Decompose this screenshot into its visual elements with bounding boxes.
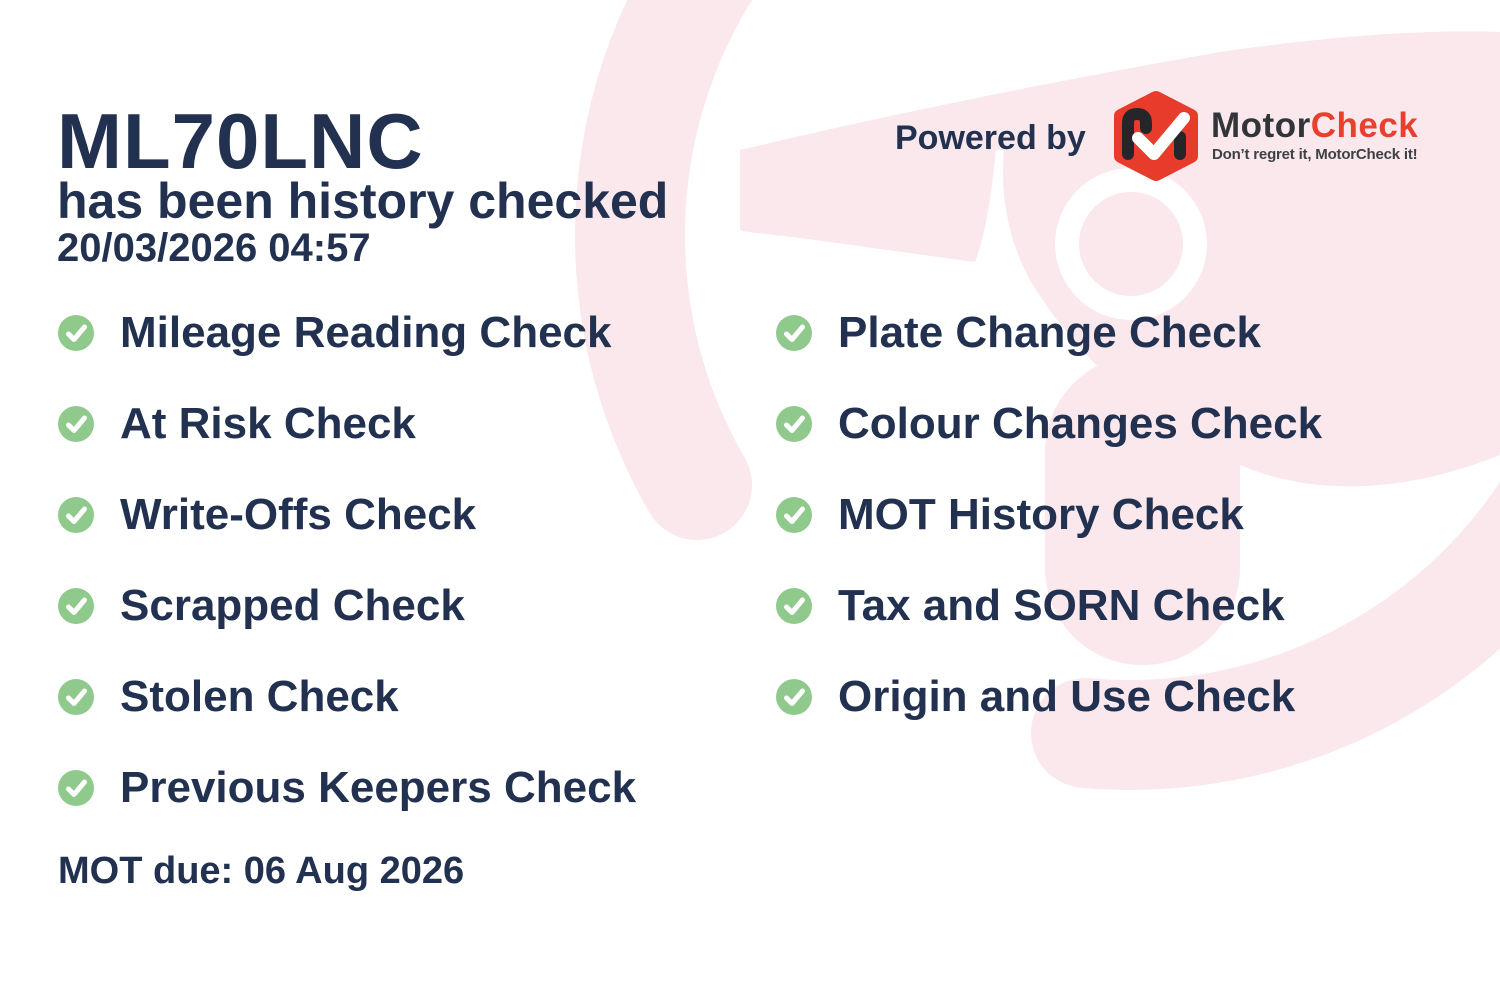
- check-item: Colour Changes Check: [776, 402, 1322, 446]
- check-circle-icon: [776, 406, 812, 442]
- check-item-label: Previous Keepers Check: [120, 763, 637, 812]
- check-circle-icon: [58, 497, 94, 533]
- check-item-label: Mileage Reading Check: [120, 308, 612, 357]
- check-item-label: Write-Offs Check: [120, 490, 477, 539]
- check-item-label: Scrapped Check: [120, 581, 465, 630]
- check-item-label: MOT History Check: [838, 490, 1244, 539]
- powered-by-label: Powered by: [895, 119, 1086, 157]
- mot-due-date: MOT due: 06 Aug 2026: [58, 850, 465, 892]
- vehicle-registration: ML70LNC: [57, 97, 424, 185]
- check-circle-icon: [58, 588, 94, 624]
- checklist-right-column: Plate Change Check Colour Changes Check MO…: [776, 311, 1322, 719]
- check-item-label: Plate Change Check: [838, 308, 1262, 357]
- motorcheck-logo-icon: [1114, 91, 1198, 181]
- check-circle-icon: [776, 588, 812, 624]
- check-item: At Risk Check: [58, 402, 636, 446]
- check-item: MOT History Check: [776, 493, 1322, 537]
- check-item: Tax and SORN Check: [776, 584, 1322, 628]
- check-circle-icon: [58, 406, 94, 442]
- check-item: Origin and Use Check: [776, 675, 1322, 719]
- check-circle-icon: [776, 315, 812, 351]
- brand-motor: Motor: [1211, 106, 1311, 145]
- check-item: Plate Change Check: [776, 311, 1322, 355]
- check-circle-icon: [776, 497, 812, 533]
- brand-tagline: Don’t regret it, MotorCheck it!: [1212, 146, 1418, 163]
- check-item: Write-Offs Check: [58, 493, 636, 537]
- check-item-label: At Risk Check: [120, 399, 416, 448]
- check-item: Scrapped Check: [58, 584, 636, 628]
- check-circle-icon: [776, 679, 812, 715]
- check-item: Stolen Check: [58, 675, 636, 719]
- brand-check: Check: [1310, 106, 1419, 145]
- check-item-label: Origin and Use Check: [838, 672, 1296, 721]
- check-item-label: Stolen Check: [120, 672, 399, 721]
- checklist-left-column: Mileage Reading Check At Risk Check Write-…: [58, 311, 636, 810]
- check-item-label: Colour Changes Check: [838, 399, 1323, 448]
- check-circle-icon: [58, 770, 94, 806]
- check-item: Previous Keepers Check: [58, 766, 636, 810]
- check-circle-icon: [58, 679, 94, 715]
- check-circle-icon: [58, 315, 94, 351]
- brand-wordmark: MotorCheck: [1211, 108, 1418, 143]
- check-item-label: Tax and SORN Check: [838, 581, 1285, 630]
- check-item: Mileage Reading Check: [58, 311, 636, 355]
- check-timestamp: 20/03/2026 04:57: [57, 226, 371, 270]
- certificate-subtitle: has been history checked: [57, 173, 669, 229]
